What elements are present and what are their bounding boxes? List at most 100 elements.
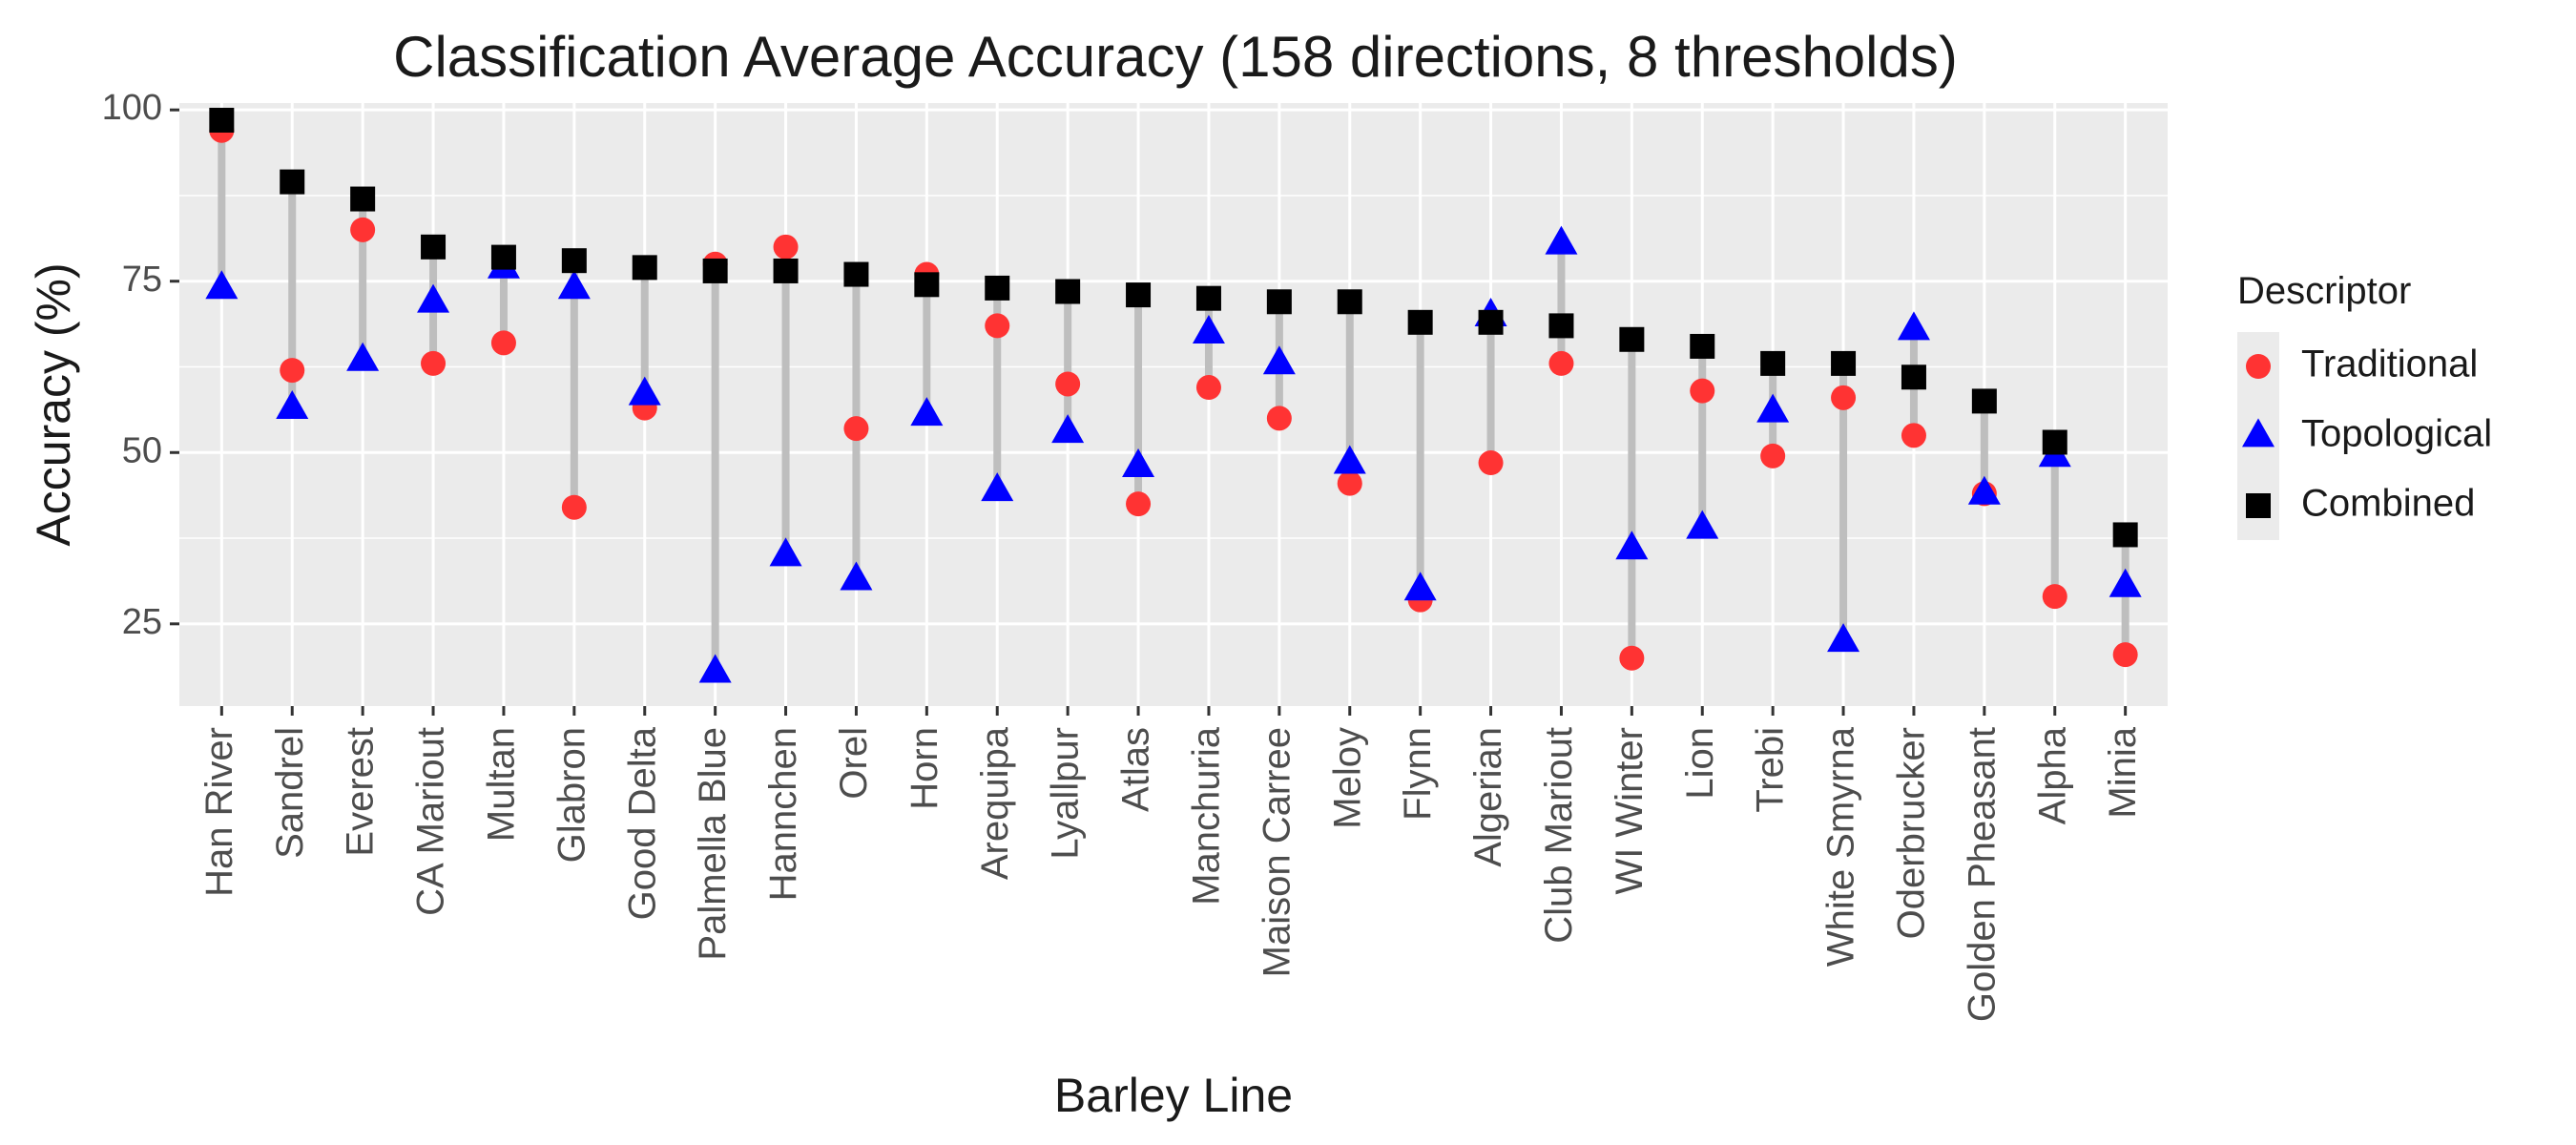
data-point-combined (1760, 350, 1786, 376)
data-point-traditional (985, 313, 1010, 339)
data-point-combined (632, 255, 657, 281)
data-point-combined (843, 261, 869, 287)
data-point-topological (557, 270, 591, 300)
data-point-topological (1967, 475, 2001, 505)
data-point-combined (1266, 289, 1292, 315)
plot-panel (179, 103, 2168, 706)
x-tick-label: Hannchen (762, 727, 804, 901)
data-point-combined (490, 244, 516, 270)
data-point-combined (209, 107, 235, 133)
x-tick-label: Multan (481, 727, 523, 842)
data-point-topological (1051, 414, 1085, 444)
data-point-combined (1126, 282, 1152, 308)
data-point-topological (1827, 623, 1860, 653)
data-point-combined (1337, 289, 1362, 315)
data-point-traditional (1266, 406, 1292, 431)
legend: Descriptor Traditional Topological Combine… (2237, 270, 2492, 540)
data-point-traditional (1126, 491, 1152, 517)
data-point-traditional (280, 358, 305, 384)
data-point-traditional (843, 416, 869, 442)
x-tick-label: WI Winter (1609, 727, 1651, 895)
x-tick-label: Flynn (1397, 727, 1439, 821)
x-tick-label: Everest (340, 727, 382, 857)
data-point-traditional (421, 350, 447, 376)
data-point-traditional (490, 330, 516, 356)
data-point-traditional (2112, 642, 2138, 668)
data-point-topological (981, 472, 1014, 502)
x-tick-label: Minia (2102, 726, 2144, 818)
data-point-combined (1407, 309, 1433, 335)
y-tick-label: 75 (122, 260, 162, 300)
data-point-combined (1478, 309, 1504, 335)
data-point-topological (276, 389, 309, 419)
legend-title: Descriptor (2237, 270, 2411, 312)
x-tick-label: Alpha (2031, 726, 2073, 824)
data-point-traditional (773, 234, 799, 260)
data-points (205, 107, 2142, 683)
data-point-combined (1901, 364, 1926, 390)
legend-key-topological (2242, 418, 2275, 448)
x-axis-label: Barley Line (1054, 1069, 1293, 1122)
data-point-combined (985, 275, 1010, 301)
data-point-topological (1686, 510, 1719, 539)
x-tick-label: Sandrel (269, 727, 311, 859)
data-point-combined (1548, 313, 1574, 339)
x-tick-label: Palmella Blue (692, 727, 734, 961)
data-point-traditional (1831, 385, 1857, 410)
data-point-topological (1262, 345, 1296, 375)
data-point-traditional (1760, 443, 1786, 468)
x-tick-label: Golden Pheasant (1961, 727, 2003, 1022)
legend-label: Combined (2301, 483, 2475, 525)
chart-title: Classification Average Accuracy (158 dir… (393, 25, 1958, 89)
data-point-topological (628, 376, 661, 406)
data-point-topological (1333, 445, 1366, 474)
data-point-topological (2109, 568, 2142, 597)
data-point-combined (773, 258, 799, 283)
data-point-traditional (561, 494, 587, 520)
data-point-traditional (1901, 423, 1926, 448)
data-point-traditional (1619, 645, 1645, 671)
data-point-combined (1055, 279, 1081, 304)
data-point-topological (1615, 531, 1649, 560)
data-point-combined (2042, 429, 2067, 455)
series-traditional (209, 117, 2138, 671)
x-tick-label: Lion (1679, 727, 1721, 800)
data-point-combined (280, 169, 305, 195)
y-tick-label: 100 (102, 88, 162, 128)
legend-key-combined (2246, 493, 2271, 518)
data-point-topological (1403, 572, 1437, 601)
data-point-combined (914, 272, 940, 298)
legend-label: Topological (2301, 413, 2492, 455)
data-point-traditional (1337, 470, 1362, 496)
legend-label: Traditional (2301, 344, 2478, 385)
data-point-combined (561, 248, 587, 274)
data-point-traditional (350, 217, 376, 242)
data-point-topological (417, 283, 450, 313)
x-tick-label: Glabron (551, 727, 592, 863)
data-point-topological (1897, 311, 1930, 341)
data-point-combined (421, 234, 447, 260)
series-topological (205, 225, 2142, 683)
data-point-topological (840, 561, 873, 591)
legend-key-traditional (2246, 354, 2271, 379)
y-axis-label: Accuracy (%) (27, 262, 80, 546)
x-tick-label: Trebi (1750, 727, 1792, 813)
x-tick-label: Orel (833, 727, 875, 800)
data-point-combined (1971, 388, 1997, 414)
data-point-combined (702, 258, 728, 283)
data-point-topological (1192, 314, 1225, 344)
data-point-topological (1122, 448, 1155, 478)
data-point-topological (910, 397, 944, 427)
x-tick-label: Atlas (1115, 727, 1157, 812)
x-axis: Han River Sandrel Everest CA Mariout Multan G… (198, 706, 2144, 1022)
series-combined (209, 107, 2138, 548)
data-point-combined (1619, 326, 1645, 352)
data-point-topological (346, 342, 380, 371)
data-point-combined (2112, 522, 2138, 548)
data-point-combined (1195, 285, 1221, 311)
data-point-topological (1756, 393, 1790, 423)
x-tick-label: Oderbrucker (1891, 727, 1933, 939)
data-point-traditional (1478, 450, 1504, 476)
y-axis: 25 50 75 100 (102, 88, 179, 642)
